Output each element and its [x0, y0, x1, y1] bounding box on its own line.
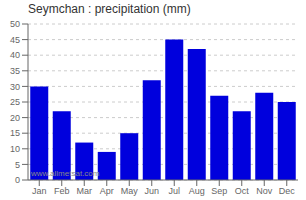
- svg-text:25: 25: [10, 97, 20, 107]
- svg-text:15: 15: [10, 128, 20, 138]
- html-text:Seymchan : precipitation (mm): Seymchan : precipitation (mm): [28, 2, 191, 16]
- svg-text:Nov: Nov: [256, 186, 273, 196]
- svg-text:Sep: Sep: [211, 186, 227, 196]
- html-text:www.allmetsat.com: www.allmetsat.com: [31, 169, 100, 178]
- svg-text:Jan: Jan: [32, 186, 47, 196]
- svg-text:35: 35: [10, 66, 20, 76]
- svg-text:Aug: Aug: [189, 186, 205, 196]
- svg-text:Jul: Jul: [168, 186, 180, 196]
- svg-text:Jun: Jun: [144, 186, 159, 196]
- svg-text:45: 45: [10, 35, 20, 45]
- svg-text:30: 30: [10, 82, 20, 92]
- svg-text:5: 5: [15, 160, 20, 170]
- svg-text:Mar: Mar: [77, 186, 93, 196]
- svg-text:50: 50: [10, 19, 20, 29]
- svg-text:20: 20: [10, 113, 20, 123]
- svg-text:0: 0: [15, 175, 20, 185]
- svg-text:May: May: [121, 186, 139, 196]
- svg-text:40: 40: [10, 50, 20, 60]
- svg-text:10: 10: [10, 144, 20, 154]
- svg-text:Apr: Apr: [100, 186, 114, 196]
- svg-text:Oct: Oct: [235, 186, 250, 196]
- svg-text:Dec: Dec: [279, 186, 296, 196]
- svg-text:Feb: Feb: [54, 186, 70, 196]
